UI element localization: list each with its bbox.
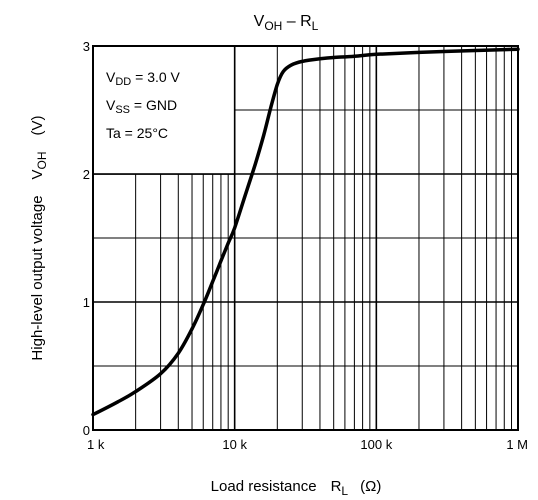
x-tick-labels: 1 k 10 k 100 k 1 M	[87, 437, 528, 452]
y-tick-labels: 0 1 2 3	[83, 39, 90, 438]
x-tick-label: 1 M	[506, 437, 528, 452]
series-group	[91, 47, 520, 417]
y-tick-label: 2	[83, 167, 90, 182]
y-tick-label: 1	[83, 295, 90, 310]
plot-frame	[92, 45, 519, 431]
conditions-box: VDD = 3.0 V VSS = GND Ta = 25°C	[92, 45, 236, 175]
y-tick-label: 0	[83, 423, 90, 438]
condition-line: VDD = 3.0 V	[106, 69, 181, 88]
series-line	[91, 47, 520, 417]
x-axis-label: Load resistance RL (Ω)	[211, 478, 382, 498]
condition-line: Ta = 25°C	[106, 125, 168, 141]
y-axis-label: High-level output voltageVOH(V)	[29, 115, 49, 360]
x-tick-label: 10 k	[222, 437, 247, 452]
y-tick-label: 3	[83, 39, 90, 54]
condition-line: VSS = GND	[106, 97, 177, 116]
x-tick-label: 1 k	[87, 437, 105, 452]
chart-title: VOH – RL	[254, 13, 319, 33]
x-tick-label: 100 k	[360, 437, 392, 452]
